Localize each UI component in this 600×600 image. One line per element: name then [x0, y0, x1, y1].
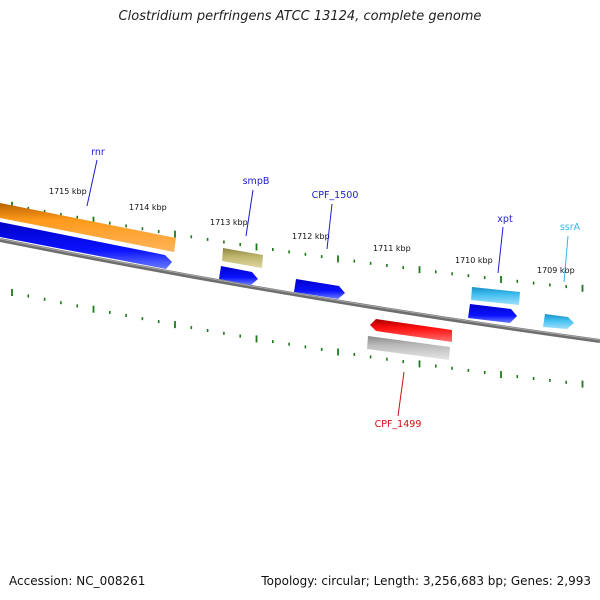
CPF_1499-inner-feature[interactable]	[367, 336, 450, 360]
smpB-outer-feature[interactable]	[222, 248, 263, 268]
rnr-label-line	[86, 159, 98, 207]
CPF_1500-label[interactable]: CPF_1500	[312, 190, 359, 201]
rnr-label[interactable]: rnr	[91, 147, 105, 158]
outer-tick-row	[11, 201, 584, 292]
smpB-label-line	[245, 189, 254, 237]
genome-backbone-highlight	[0, 238, 600, 341]
ssrA-gene-arrow[interactable]	[543, 314, 574, 329]
smpB-label[interactable]: smpB	[243, 176, 270, 187]
xpt-outer-feature[interactable]	[471, 287, 520, 305]
CPF_1499-gene-arrow[interactable]	[370, 319, 452, 342]
genome-backbone	[0, 238, 600, 343]
xpt-gene-arrow[interactable]	[468, 304, 517, 323]
tick-label-1710: 1710 kbp	[455, 256, 493, 265]
tick-label-1713: 1713 kbp	[210, 218, 248, 227]
CPF_1499-label-line	[397, 371, 405, 417]
CPF_1499-label[interactable]: CPF_1499	[375, 419, 422, 430]
smpB-gene-arrow[interactable]	[219, 266, 258, 285]
tick-label-1712: 1712 kbp	[292, 232, 330, 241]
CPF_1500-gene-arrow[interactable]	[294, 279, 345, 299]
map-title: Clostridium perfringens ATCC 13124, comp…	[118, 9, 482, 24]
ssrA-label-line	[563, 235, 569, 283]
rnr-gene-arrow[interactable]	[0, 222, 172, 269]
CPF_1500-label-line	[326, 203, 333, 250]
inner-tick-row	[11, 289, 584, 388]
tick-label-1709: 1709 kbp	[537, 266, 575, 275]
ssrA-label[interactable]: ssrA	[560, 222, 581, 233]
xpt-label[interactable]: xpt	[497, 214, 513, 225]
tick-label-1715: 1715 kbp	[49, 187, 87, 196]
xpt-label-line	[497, 226, 504, 274]
tick-label-1714: 1714 kbp	[129, 203, 167, 212]
accession-text: Accession: NC_008261	[9, 574, 146, 588]
rnr-outer-feature[interactable]	[0, 203, 176, 252]
genome-summary-text: Topology: circular; Length: 3,256,683 bp…	[261, 574, 591, 588]
tick-label-1711: 1711 kbp	[373, 244, 411, 253]
